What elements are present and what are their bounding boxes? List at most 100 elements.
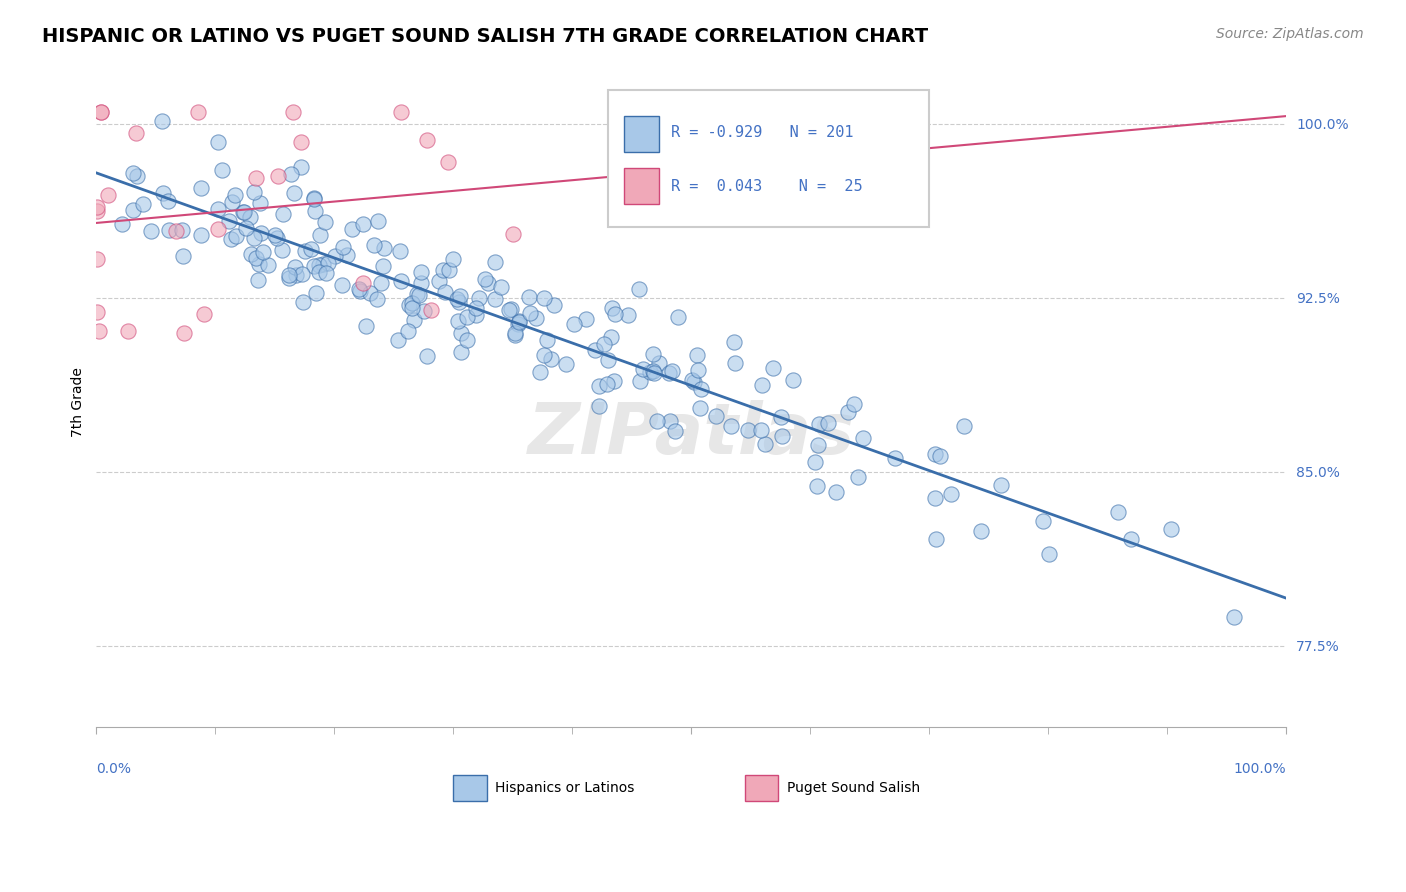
Point	[645, 414, 668, 428]
Point	[925, 532, 948, 546]
Point	[232, 205, 254, 219]
Point	[704, 409, 727, 423]
Point	[218, 214, 240, 228]
Point	[648, 356, 671, 370]
FancyBboxPatch shape	[745, 775, 779, 801]
Point	[817, 417, 839, 431]
Point	[499, 302, 522, 317]
Point	[408, 288, 430, 302]
Point	[193, 307, 215, 321]
Point	[165, 223, 187, 237]
Point	[638, 365, 661, 379]
Point	[806, 479, 828, 493]
Point	[308, 265, 330, 279]
Point	[314, 215, 336, 229]
Point	[450, 344, 472, 359]
Point	[172, 249, 194, 263]
Point	[332, 239, 354, 253]
Point	[427, 274, 450, 288]
Point	[824, 485, 846, 500]
Point	[224, 188, 246, 202]
Point	[689, 401, 711, 415]
Point	[588, 379, 610, 393]
Point	[434, 285, 457, 300]
Point	[190, 228, 212, 243]
Point	[924, 491, 946, 505]
Point	[446, 292, 468, 306]
Point	[132, 197, 155, 211]
Point	[90, 105, 112, 120]
Point	[396, 324, 419, 338]
Point	[1222, 610, 1244, 624]
Point	[489, 280, 512, 294]
Point	[723, 334, 745, 349]
Point	[280, 167, 302, 181]
Point	[723, 356, 745, 370]
Point	[592, 337, 614, 351]
Point	[432, 262, 454, 277]
Point	[536, 333, 558, 347]
Point	[484, 292, 506, 306]
Point	[555, 358, 578, 372]
Point	[283, 260, 305, 275]
Point	[290, 135, 312, 149]
Point	[173, 326, 195, 340]
Point	[232, 204, 254, 219]
Point	[349, 284, 371, 298]
Point	[157, 194, 180, 208]
Point	[242, 230, 264, 244]
Point	[401, 296, 423, 310]
Point	[529, 365, 551, 379]
Point	[125, 127, 148, 141]
Point	[419, 303, 441, 318]
Point	[221, 195, 243, 210]
Point	[252, 245, 274, 260]
Point	[304, 203, 326, 218]
Point	[404, 313, 426, 327]
Point	[285, 268, 308, 282]
Point	[658, 414, 681, 428]
Point	[299, 242, 322, 256]
Point	[969, 524, 991, 539]
Point	[243, 185, 266, 199]
Point	[953, 419, 976, 434]
Point	[664, 424, 686, 438]
Point	[263, 227, 285, 242]
Point	[737, 423, 759, 437]
Point	[685, 348, 707, 362]
Point	[86, 252, 108, 267]
Point	[389, 274, 412, 288]
Point	[641, 346, 664, 360]
Point	[267, 169, 290, 183]
Point	[315, 266, 337, 280]
Point	[600, 301, 623, 316]
Point	[239, 210, 262, 224]
Point	[754, 437, 776, 451]
Point	[278, 268, 301, 283]
Point	[389, 105, 412, 120]
Point	[929, 449, 952, 463]
Point	[373, 241, 395, 255]
Point	[837, 405, 859, 419]
Point	[359, 286, 381, 301]
Point	[508, 316, 530, 330]
Point	[498, 303, 520, 318]
Point	[596, 377, 619, 392]
Text: R = -0.929   N = 201: R = -0.929 N = 201	[671, 125, 853, 140]
Point	[503, 326, 526, 340]
Point	[271, 207, 294, 221]
Point	[456, 333, 478, 347]
Point	[643, 366, 665, 380]
Point	[474, 271, 496, 285]
Point	[641, 364, 664, 378]
Point	[309, 228, 332, 243]
Point	[543, 298, 565, 312]
Point	[1038, 547, 1060, 561]
Point	[540, 351, 562, 366]
Point	[844, 397, 866, 411]
Point	[256, 258, 278, 272]
Point	[141, 224, 163, 238]
Point	[281, 105, 304, 120]
FancyBboxPatch shape	[624, 169, 659, 204]
Point	[401, 301, 423, 315]
